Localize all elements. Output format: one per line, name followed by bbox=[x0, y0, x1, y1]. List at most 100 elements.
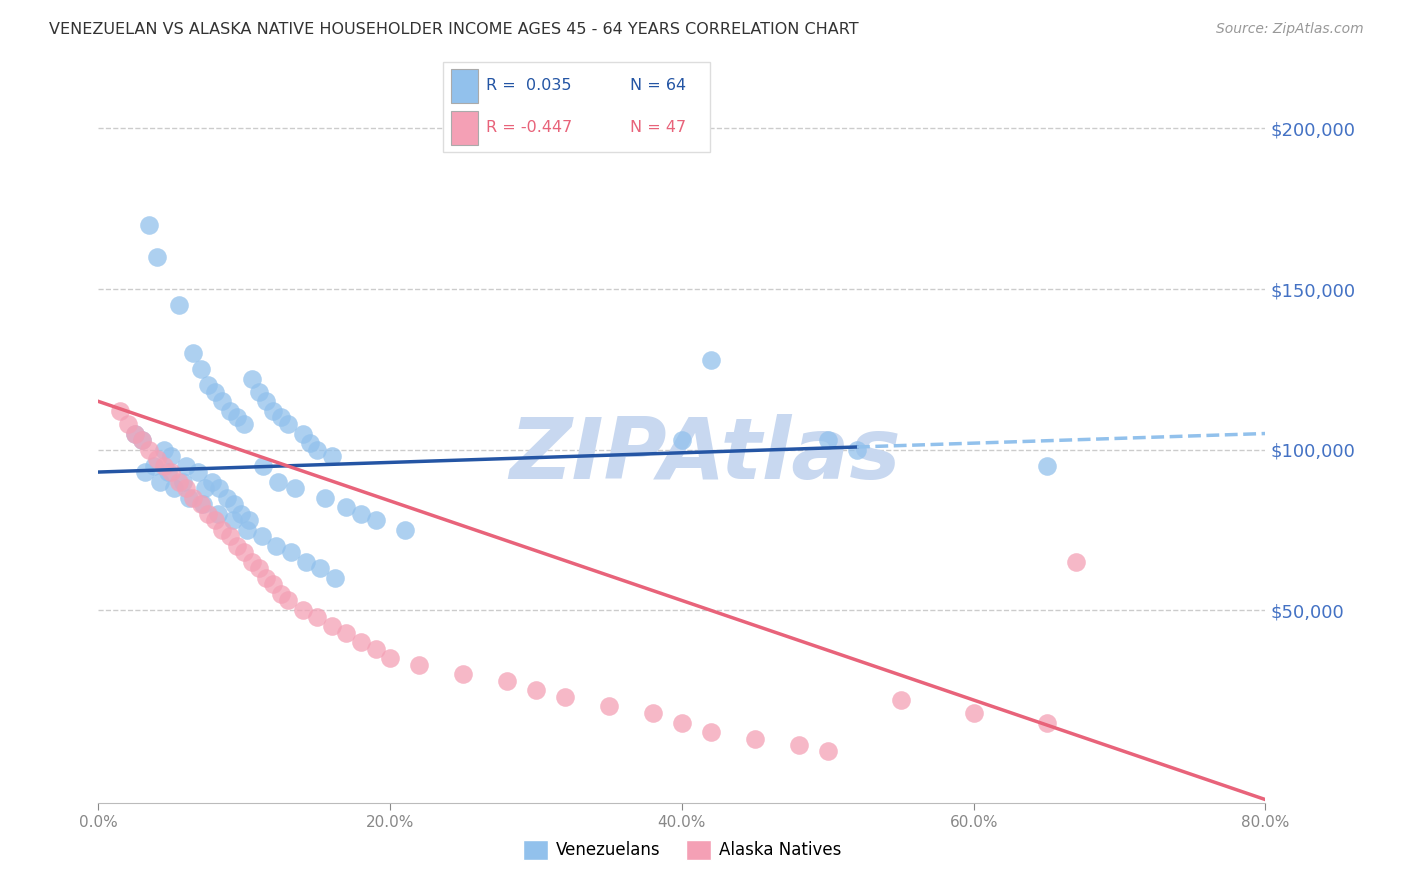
Point bbox=[240, 555, 263, 569]
Point bbox=[238, 513, 260, 527]
Point bbox=[221, 513, 243, 527]
Point bbox=[226, 539, 249, 553]
Point bbox=[131, 433, 153, 447]
Point bbox=[163, 481, 186, 495]
Point bbox=[174, 481, 197, 495]
Point bbox=[451, 667, 474, 681]
Point bbox=[298, 436, 321, 450]
Point bbox=[124, 426, 146, 441]
Point bbox=[181, 346, 204, 360]
Point bbox=[496, 673, 519, 688]
Point bbox=[226, 410, 249, 425]
Text: N = 64: N = 64 bbox=[630, 78, 686, 93]
Point bbox=[524, 683, 547, 698]
Point bbox=[277, 593, 299, 607]
Point bbox=[280, 545, 302, 559]
Point bbox=[211, 523, 233, 537]
Point bbox=[364, 513, 387, 527]
FancyBboxPatch shape bbox=[443, 62, 710, 152]
Point bbox=[323, 571, 346, 585]
Point bbox=[194, 481, 217, 495]
Point bbox=[291, 426, 314, 441]
Point bbox=[142, 458, 165, 473]
Point bbox=[364, 641, 387, 656]
Point bbox=[252, 458, 274, 473]
Point bbox=[817, 744, 839, 758]
Point bbox=[197, 378, 219, 392]
Point bbox=[890, 693, 912, 707]
Point bbox=[117, 417, 139, 431]
Point bbox=[160, 465, 183, 479]
Point bbox=[190, 362, 212, 376]
Text: ZIPAtlas: ZIPAtlas bbox=[509, 415, 901, 498]
Point bbox=[167, 298, 190, 312]
Point bbox=[231, 507, 253, 521]
Point bbox=[394, 523, 416, 537]
Point bbox=[172, 475, 194, 489]
Point bbox=[254, 571, 277, 585]
Point bbox=[240, 372, 263, 386]
Point bbox=[641, 706, 664, 720]
Point bbox=[160, 449, 183, 463]
Point bbox=[247, 384, 270, 399]
Point bbox=[817, 433, 839, 447]
Point bbox=[211, 394, 233, 409]
Point bbox=[110, 404, 132, 418]
Point bbox=[138, 218, 160, 232]
Point bbox=[208, 481, 231, 495]
Point bbox=[744, 731, 766, 746]
Point bbox=[700, 725, 723, 739]
Point bbox=[267, 475, 290, 489]
Point bbox=[1035, 715, 1057, 730]
Point bbox=[218, 529, 240, 543]
Point bbox=[193, 497, 215, 511]
Point bbox=[307, 609, 329, 624]
Point bbox=[1064, 555, 1087, 569]
Text: N = 47: N = 47 bbox=[630, 120, 686, 135]
Point bbox=[207, 507, 229, 521]
Bar bbox=[451, 69, 478, 103]
Point bbox=[250, 529, 273, 543]
Point bbox=[380, 651, 402, 665]
Point bbox=[335, 500, 357, 515]
Point bbox=[222, 497, 245, 511]
Point bbox=[149, 475, 172, 489]
Point bbox=[350, 507, 373, 521]
Point bbox=[157, 465, 180, 479]
Point bbox=[131, 433, 153, 447]
Point bbox=[321, 619, 343, 633]
Point bbox=[294, 555, 316, 569]
Point bbox=[335, 625, 357, 640]
Point bbox=[197, 507, 219, 521]
Point bbox=[233, 545, 256, 559]
Point bbox=[554, 690, 576, 704]
Point bbox=[314, 491, 336, 505]
Point bbox=[181, 491, 204, 505]
Point bbox=[146, 452, 169, 467]
Point bbox=[124, 426, 146, 441]
Point bbox=[177, 491, 200, 505]
Text: Source: ZipAtlas.com: Source: ZipAtlas.com bbox=[1216, 22, 1364, 37]
Point bbox=[307, 442, 329, 457]
Point bbox=[671, 433, 693, 447]
Legend: Venezuelans, Alaska Natives: Venezuelans, Alaska Natives bbox=[516, 833, 848, 867]
Point bbox=[138, 442, 160, 457]
Point bbox=[174, 458, 197, 473]
Point bbox=[700, 352, 723, 367]
Point bbox=[408, 657, 430, 672]
Point bbox=[204, 513, 226, 527]
Point bbox=[263, 404, 285, 418]
Point bbox=[1035, 458, 1057, 473]
Point bbox=[153, 458, 176, 473]
Point bbox=[671, 715, 693, 730]
Point bbox=[598, 699, 620, 714]
Point bbox=[187, 465, 209, 479]
Point bbox=[787, 738, 810, 752]
Point bbox=[236, 523, 259, 537]
Point bbox=[146, 250, 169, 264]
Point bbox=[247, 561, 270, 575]
Point bbox=[190, 497, 212, 511]
Point bbox=[270, 587, 292, 601]
Point bbox=[218, 404, 240, 418]
Point bbox=[254, 394, 277, 409]
